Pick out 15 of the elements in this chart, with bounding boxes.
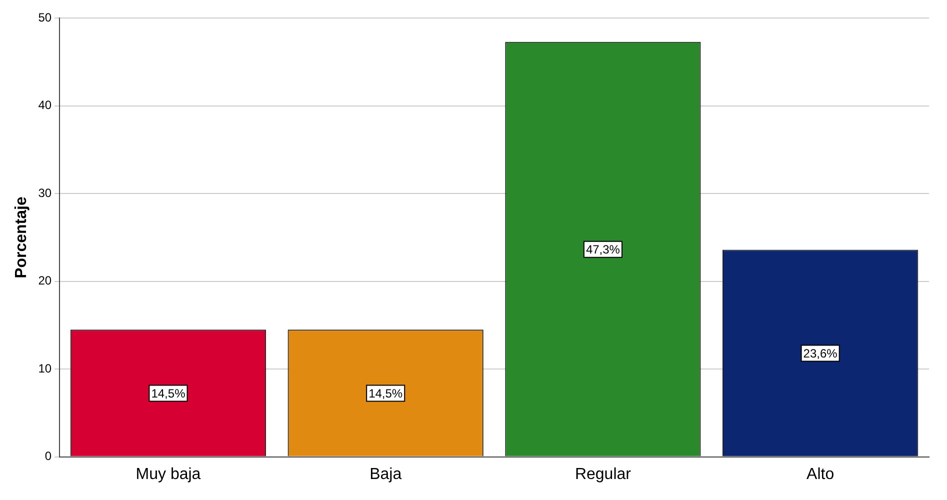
y-axis-title: Porcentaje [13, 196, 30, 278]
data-label: 47,3% [586, 242, 620, 257]
y-tick-label: 10 [38, 361, 52, 376]
y-tick-label: 50 [38, 10, 52, 25]
x-tick-label: Muy baja [136, 466, 201, 483]
data-label: 14,5% [368, 386, 403, 401]
x-tick-label: Regular [574, 466, 632, 483]
y-tick-label: 30 [38, 186, 52, 200]
data-label: 23,6% [803, 346, 838, 361]
y-tick-label: 40 [38, 98, 52, 112]
x-tick-label: Baja [370, 466, 402, 483]
data-label: 14,5% [151, 386, 186, 401]
x-tick-label: Alto [806, 466, 834, 483]
y-tick-label: 0 [44, 449, 52, 464]
y-tick-label: 20 [38, 274, 52, 288]
